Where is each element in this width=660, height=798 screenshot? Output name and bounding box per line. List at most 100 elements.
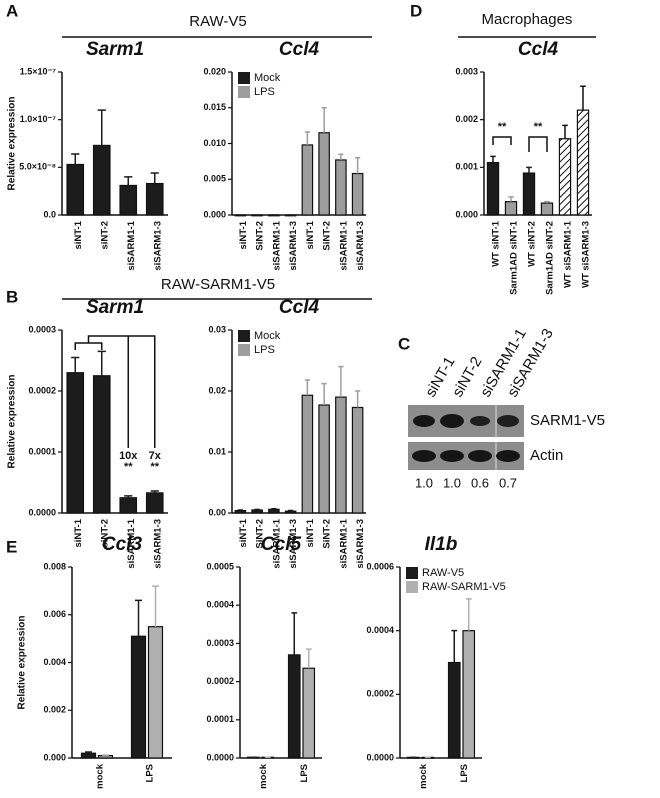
y-tick-label: 0.006 — [43, 609, 66, 619]
significance-bracket — [74, 335, 156, 448]
x-tick-label: SiNT-2 — [322, 519, 333, 549]
error-bar — [97, 109, 106, 146]
y-tick-label: 0.020 — [203, 66, 226, 76]
group-header: RAW-SARM1-V5 — [161, 276, 275, 293]
error-bar — [150, 490, 159, 493]
error-bar — [562, 124, 568, 139]
band — [412, 450, 436, 462]
x-tick-label: WT siNT-1 — [491, 220, 502, 267]
bar — [301, 394, 314, 514]
y-axis-label: Relative expression — [17, 616, 28, 710]
y-tick-label: 0.0002 — [206, 676, 234, 686]
y-tick-label: 0.0001 — [28, 446, 56, 456]
y-tick-label: 0.00 — [208, 507, 226, 517]
x-tick-label: siNT-1 — [305, 518, 316, 547]
y-tick-label: 0.003 — [455, 66, 478, 76]
x-tick-label: siSARM1-3 — [288, 221, 299, 271]
legend-swatch — [238, 72, 250, 84]
y-tick-label: 0.008 — [43, 561, 66, 571]
band-label: Actin — [530, 447, 563, 464]
error-bar — [304, 131, 310, 145]
bar — [80, 752, 97, 759]
bar — [97, 755, 114, 759]
chart-title: Ccl4 — [279, 297, 320, 318]
y-tick-label: 0.005 — [203, 174, 226, 184]
error-bar — [580, 85, 586, 111]
error-bar — [355, 390, 361, 408]
error-bar — [135, 599, 142, 637]
chart-title: Ccl4 — [518, 39, 559, 60]
band — [497, 415, 519, 427]
bar — [318, 404, 330, 514]
bar — [145, 492, 164, 514]
y-tick-label: 0.0004 — [206, 600, 234, 610]
legend-swatch — [238, 330, 250, 342]
y-tick-label: 0.001 — [455, 162, 478, 172]
y-tick-label: 0.0003 — [206, 638, 234, 648]
annotation: ** — [498, 121, 507, 133]
x-tick-label: LPS — [459, 764, 470, 782]
error-bar — [71, 356, 80, 373]
y-tick-label: 5.0×10⁻⁸ — [19, 162, 56, 172]
x-tick-label: LPS — [299, 764, 310, 782]
x-tick-label: Sarm1AD siNT-2 — [545, 221, 556, 295]
error-bar — [490, 155, 496, 163]
x-tick-label: siSARM1-3 — [355, 221, 366, 271]
chart-title: Ccl4 — [279, 39, 320, 60]
bar — [92, 144, 111, 216]
y-tick-label: 0.0004 — [366, 625, 394, 635]
y-tick-label: 0.000 — [43, 752, 66, 762]
x-tick-label: siSARM1-3 — [152, 519, 163, 569]
x-tick-label: siNT-2 — [99, 221, 110, 250]
y-tick-label: 0.0000 — [206, 752, 234, 762]
y-tick-label: 0.01 — [208, 446, 226, 456]
x-tick-label: siNT-1 — [305, 220, 316, 249]
error-bar — [288, 509, 294, 512]
error-bar — [124, 495, 133, 498]
x-tick-label: WT siNT-2 — [527, 221, 538, 267]
y-tick-label: 0.000 — [203, 209, 226, 219]
quantification: 0.7 — [499, 475, 517, 490]
error-bar — [237, 509, 243, 511]
legend-label: RAW-V5 — [422, 567, 464, 579]
x-tick-label: siNT-1 — [238, 220, 249, 249]
chart-title: Ccl5 — [261, 534, 302, 555]
western-blot: siNT-1 siNT-2 siSARM1-1 siSARM1-3 SARM1-… — [408, 326, 605, 490]
error-bar — [544, 200, 550, 204]
legend-label: LPS — [254, 344, 275, 356]
legend-swatch — [238, 86, 250, 98]
bar — [335, 396, 347, 514]
annotation: 7x — [149, 450, 162, 462]
x-tick-label: SiNT-2 — [322, 221, 333, 251]
y-tick-label: 0.0000 — [366, 752, 394, 762]
bar — [251, 509, 263, 514]
bar — [66, 163, 85, 216]
chart-title: Sarm1 — [86, 297, 144, 318]
x-tick-label: siNT-2 — [99, 519, 110, 548]
x-tick-label: siSARM1-1 — [338, 518, 349, 568]
legend-swatch — [238, 344, 250, 356]
x-tick-label: Sarm1AD siNT-1 — [509, 220, 520, 295]
bar — [119, 497, 138, 514]
band — [468, 450, 492, 462]
error-bar — [526, 166, 532, 174]
error-bar — [85, 751, 92, 754]
legend-label: RAW-SARM1-V5 — [422, 581, 506, 593]
bar — [92, 375, 111, 514]
group-header: Macrophages — [482, 11, 573, 28]
error-bar — [150, 172, 159, 184]
bar — [301, 144, 314, 216]
bar — [540, 202, 554, 216]
bar — [486, 161, 500, 216]
x-tick-label: LPS — [145, 764, 156, 782]
y-tick-label: 0.000 — [455, 209, 478, 219]
x-tick-label: WT siSARM1-3 — [581, 221, 592, 288]
bar — [576, 109, 590, 216]
error-bar — [338, 153, 344, 160]
annotation: ** — [124, 461, 133, 473]
bar — [447, 661, 461, 759]
error-bar — [71, 153, 80, 165]
y-tick-label: 0.0000 — [28, 507, 56, 517]
y-tick-label: 0.015 — [203, 102, 226, 112]
chart-title: Sarm1 — [86, 39, 144, 60]
